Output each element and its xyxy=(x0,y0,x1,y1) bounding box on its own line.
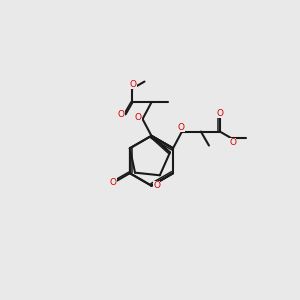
Text: O: O xyxy=(135,113,142,122)
Text: O: O xyxy=(118,110,125,119)
Text: O: O xyxy=(153,181,160,190)
Text: O: O xyxy=(130,80,137,89)
Text: O: O xyxy=(216,109,223,118)
Text: O: O xyxy=(110,178,117,187)
Text: O: O xyxy=(178,123,185,132)
Text: O: O xyxy=(229,138,236,147)
